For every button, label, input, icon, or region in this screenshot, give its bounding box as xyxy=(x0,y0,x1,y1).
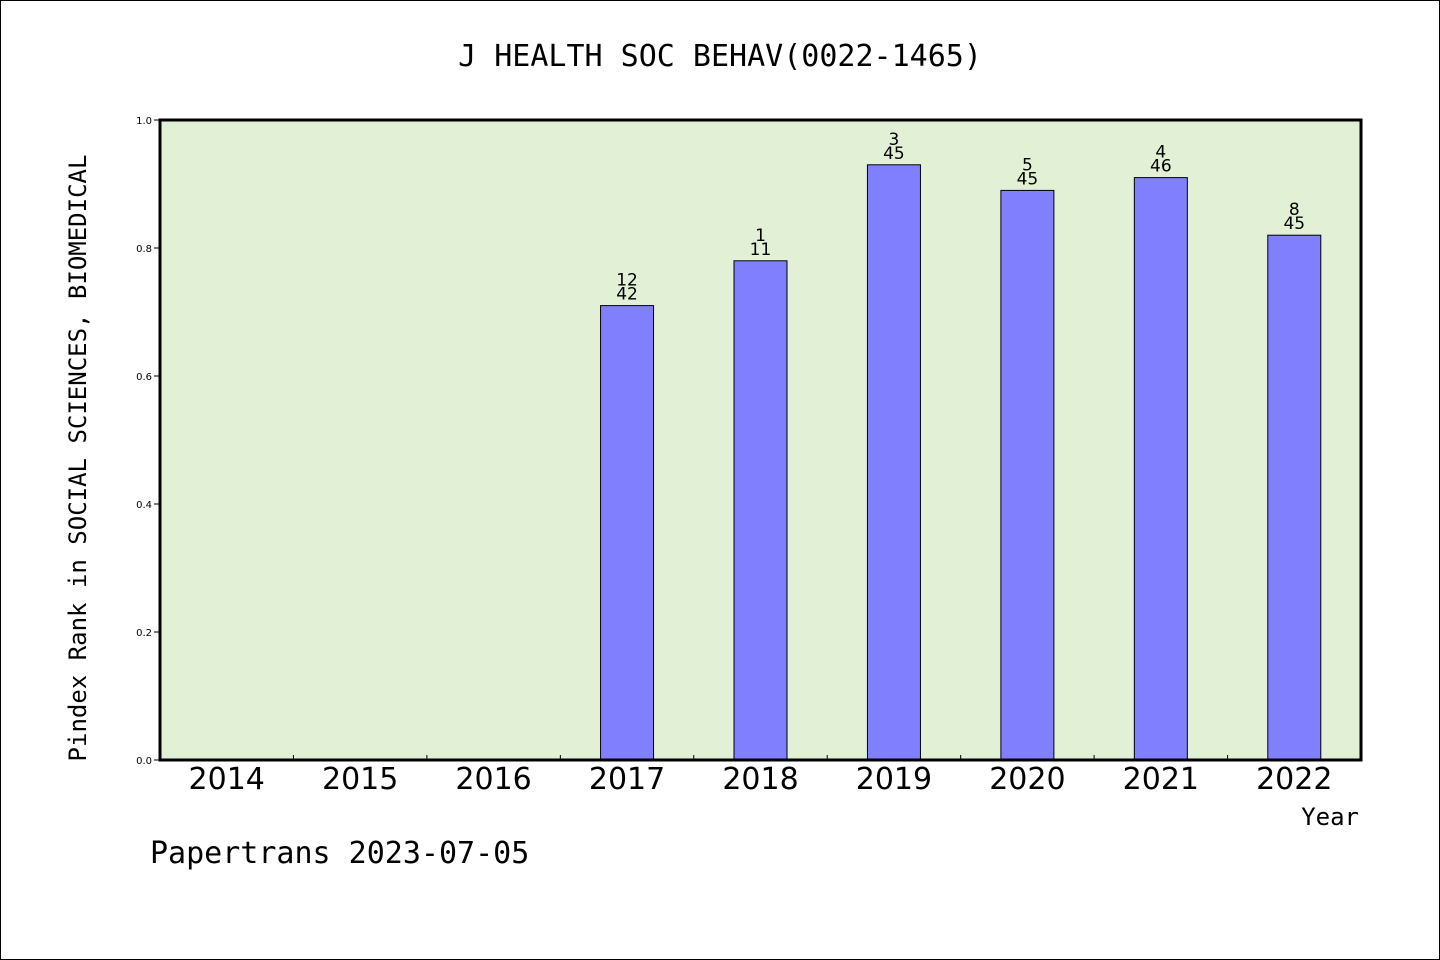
x-tick-label: 2017 xyxy=(589,762,665,797)
x-tick-label: 2020 xyxy=(989,762,1065,797)
x-tick-label: 2021 xyxy=(1123,762,1199,797)
axis-ticks-group: 0.0 0.2 0.4 0.6 0.8 1.0 2014 2015 2016 2017 2018 20… xyxy=(136,116,1332,797)
y-tick-label: 0.0 xyxy=(136,756,152,767)
bar-rank-label: 4 xyxy=(1155,143,1166,163)
y-tick-label: 0.4 xyxy=(136,500,152,511)
y-tick-label: 1.0 xyxy=(136,116,152,127)
y-tick-label: 0.2 xyxy=(136,628,152,639)
bar-2020 xyxy=(1000,189,1055,761)
chart-title: J HEALTH SOC BEHAV(0022-1465) xyxy=(458,39,982,74)
bar-total-label: 45 xyxy=(883,144,905,164)
bar-2018 xyxy=(733,260,788,761)
bar-rank-label: 12 xyxy=(616,271,638,291)
bar-2019 xyxy=(866,164,921,761)
x-tick-label: 2019 xyxy=(856,762,932,797)
bar-2021 xyxy=(1133,177,1188,761)
x-tick-label: 2016 xyxy=(455,762,531,797)
bar-rank-label: 5 xyxy=(1022,155,1033,175)
bar-total-label: 45 xyxy=(1283,214,1305,234)
bar-total-label: 46 xyxy=(1150,157,1172,177)
y-axis-label: Pindex Rank in SOCIAL SCIENCES, BIOMEDIC… xyxy=(64,155,92,762)
bar-rank-label: 1 xyxy=(755,226,766,246)
bar-2017 xyxy=(600,305,655,761)
plot-border xyxy=(158,118,1363,762)
bar-2022 xyxy=(1267,234,1322,761)
bar-rank-label: 3 xyxy=(889,130,900,150)
x-tick-label: 2022 xyxy=(1256,762,1332,797)
bar-total-label: 11 xyxy=(750,240,772,260)
y-tick-label: 0.8 xyxy=(136,244,152,255)
x-axis-label: Year xyxy=(1301,803,1359,831)
footer-credit: Papertrans 2023-07-05 xyxy=(150,836,529,871)
bar-rank-label: 8 xyxy=(1289,200,1300,220)
x-tick-label: 2015 xyxy=(322,762,398,797)
y-tick-label: 0.6 xyxy=(136,372,152,383)
x-tick-label: 2018 xyxy=(722,762,798,797)
x-tick-label: 2014 xyxy=(189,762,265,797)
bar-total-label: 42 xyxy=(616,285,638,305)
bar-total-label: 45 xyxy=(1017,169,1039,189)
